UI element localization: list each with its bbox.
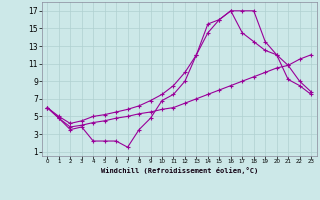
- X-axis label: Windchill (Refroidissement éolien,°C): Windchill (Refroidissement éolien,°C): [100, 167, 258, 174]
